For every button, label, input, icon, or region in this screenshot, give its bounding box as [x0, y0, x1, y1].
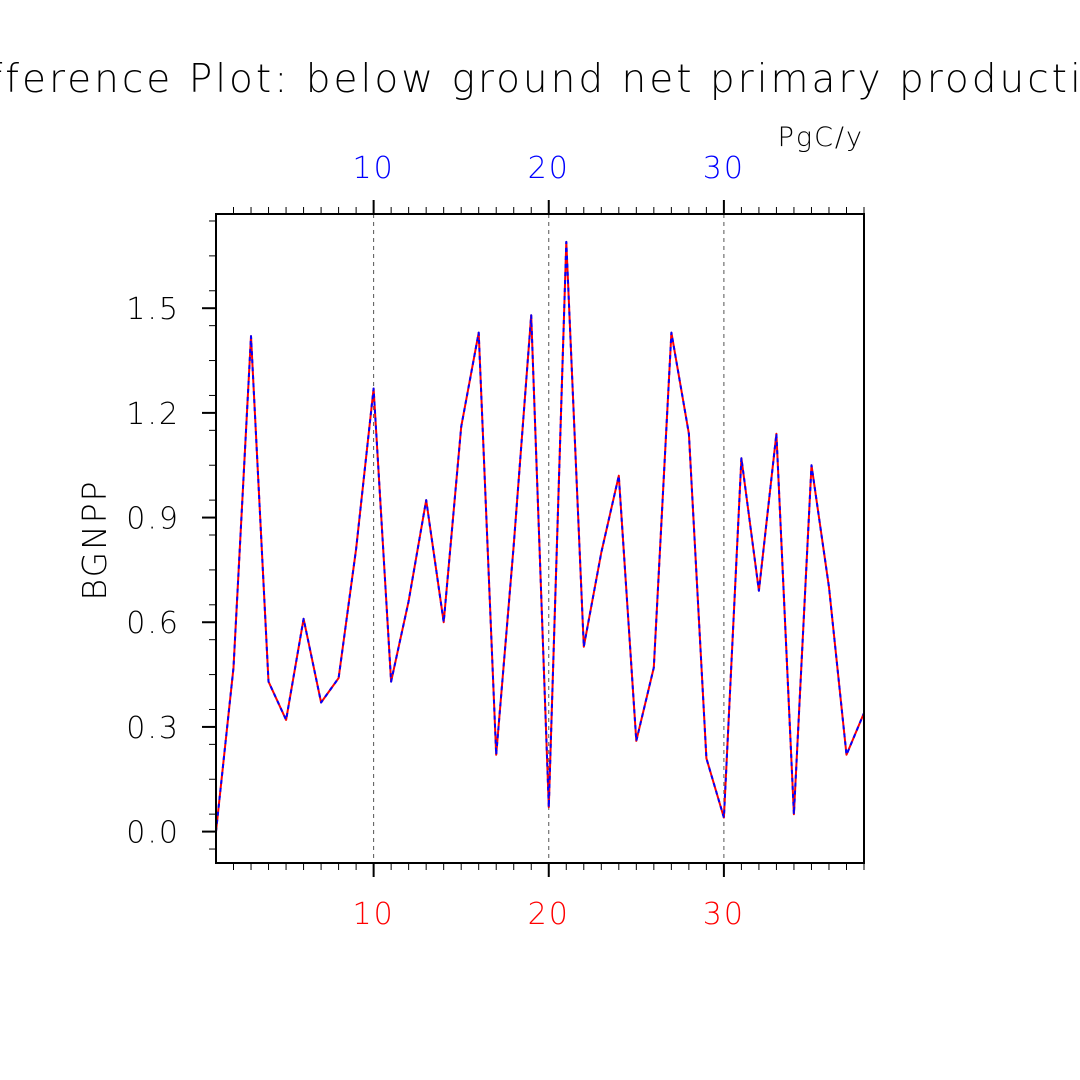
- y-tick-label-2: 0.6: [126, 606, 180, 641]
- x-tick-label-top-2: 30: [703, 151, 745, 186]
- series-line-0: [215, 240, 865, 832]
- x-tick-label-bottom-0: 10: [353, 897, 395, 932]
- y-tick-label-3: 0.9: [126, 502, 180, 537]
- grid: [373, 214, 725, 863]
- x-tick-label-bottom-1: 20: [528, 897, 570, 932]
- series-group: [215, 240, 865, 832]
- units-label: PgC/y: [778, 122, 864, 153]
- tick-labels: 0.0 0.3 0.6 0.9 1.2 1.5 10 20 30 10 20 30: [126, 151, 745, 932]
- series-line-1: [215, 240, 865, 832]
- y-tick-label-4: 1.2: [126, 397, 180, 432]
- x-tick-label-top-0: 10: [353, 151, 395, 186]
- x-tick-label-top-1: 20: [528, 151, 570, 186]
- plot-frame: [215, 213, 865, 864]
- y-tick-label-1: 0.3: [126, 711, 180, 746]
- y-axis-label: BGNPP: [75, 479, 114, 600]
- chart-title: Difference Plot: below ground net primar…: [0, 57, 1080, 102]
- ticks: [202, 200, 865, 877]
- y-tick-label-5: 1.5: [126, 292, 180, 327]
- x-tick-label-bottom-2: 30: [703, 897, 745, 932]
- y-tick-label-0: 0.0: [126, 816, 180, 851]
